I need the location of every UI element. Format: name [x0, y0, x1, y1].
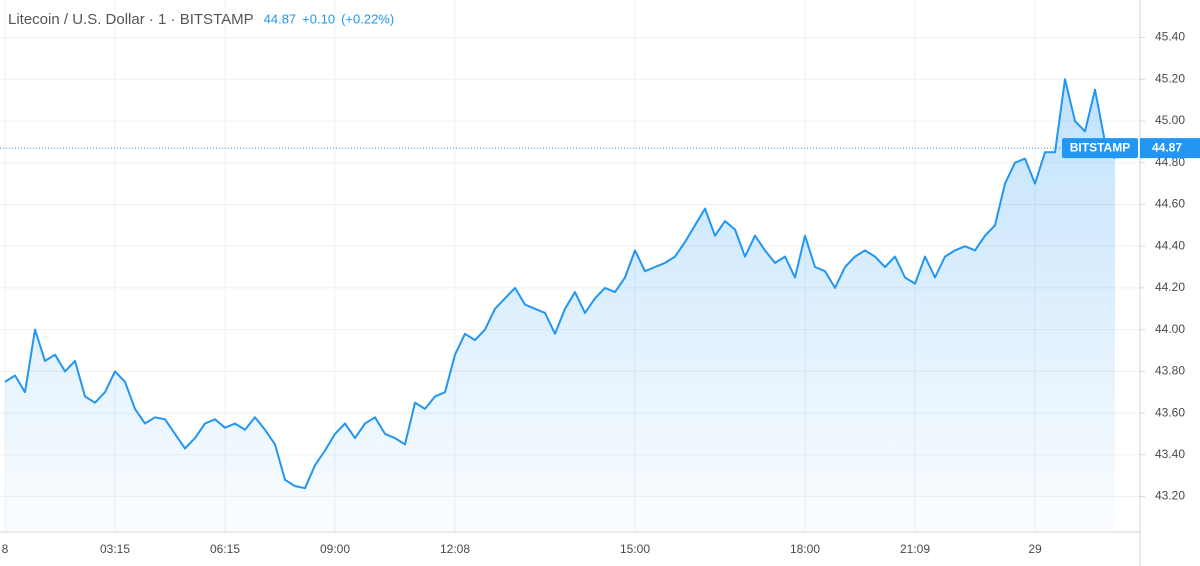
y-tick-label: 45.40	[1155, 30, 1185, 44]
area-fill	[5, 79, 1115, 533]
price-line	[4, 78, 1116, 490]
y-tick-label: 43.20	[1155, 489, 1185, 503]
x-tick-label: 18:00	[790, 542, 820, 556]
y-tick-label: 44.80	[1155, 155, 1185, 169]
x-tick-label: 12:08	[440, 542, 470, 556]
plot	[0, 78, 1116, 533]
x-tick-label: 09:00	[320, 542, 350, 556]
header: Litecoin / U.S. Dollar · 1 · BITSTAMP 44…	[8, 11, 394, 28]
x-tick-label: 06:15	[210, 542, 240, 556]
price-badge	[1140, 138, 1200, 159]
x-tick-label: 29	[1028, 542, 1042, 556]
axes: 43.20 43.40 43.60 43.80 44.00 44.20 44.40 44.60…	[2, 30, 1200, 556]
y-tick-label: 44.40	[1155, 238, 1185, 252]
price-change-percent: (+0.22%)	[341, 11, 394, 26]
last-price: 44.87	[264, 11, 297, 26]
y-tick-label: 44.00	[1155, 322, 1185, 336]
y-tick-label: 44.20	[1155, 280, 1185, 294]
chart-title: Litecoin / U.S. Dollar · 1 · BITSTAMP	[8, 11, 254, 28]
x-tick-label: 21:09	[900, 542, 930, 556]
exchange-badge-label: BITSTAMP	[1070, 140, 1130, 154]
x-tick-label: 03:15	[100, 542, 130, 556]
x-tick-label: 8	[2, 542, 9, 556]
exchange-badge	[1062, 138, 1138, 159]
price-badge-label: 44.87	[1152, 140, 1182, 154]
y-tick-label: 43.80	[1155, 364, 1185, 378]
y-tick-label: 43.40	[1155, 447, 1185, 461]
y-tick-label: 45.00	[1155, 113, 1185, 127]
y-tick-label: 44.60	[1155, 197, 1185, 211]
price-change: +0.10	[302, 11, 335, 26]
x-tick-label: 15:00	[620, 542, 650, 556]
y-tick-label: 45.20	[1155, 71, 1185, 85]
y-tick-label: 43.60	[1155, 405, 1185, 419]
